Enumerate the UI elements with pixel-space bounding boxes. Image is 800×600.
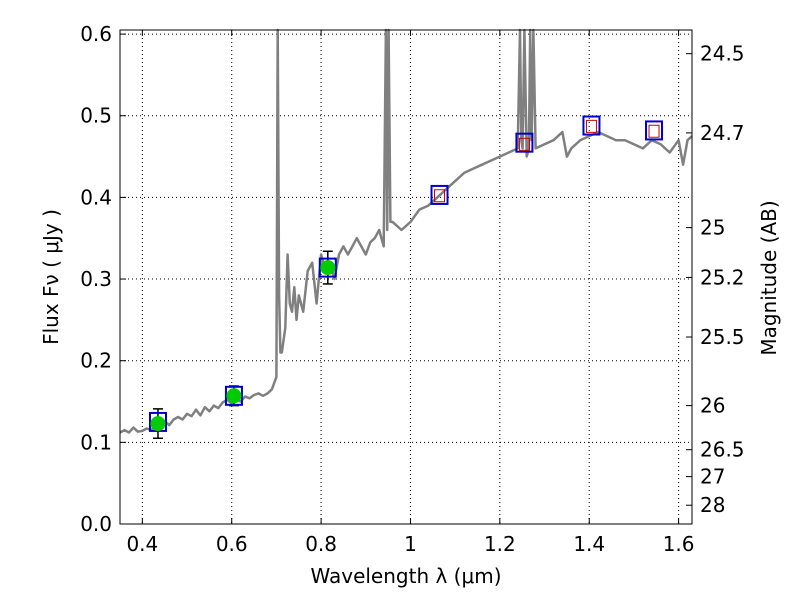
y-tick-label: 0.3: [80, 267, 112, 291]
grid-lines: [120, 30, 692, 525]
axis-ticks: 0.4 0.6 0.8 1 1.2 1.4 1.6 0.0 0.1 0.2 0.3 0.4 0.5 0.6…: [80, 22, 744, 556]
x-tick-label: 0.8: [305, 532, 337, 556]
right-tick-label: 26.5: [700, 438, 745, 462]
observed-point: [320, 260, 336, 276]
x-tick-label: 1: [404, 532, 417, 556]
right-axis-title: Magnitude (AB): [757, 200, 781, 355]
x-tick-label: 0.6: [216, 532, 248, 556]
model-band-square: [318, 257, 337, 278]
y-tick-label: 0.4: [80, 185, 112, 209]
model-band-square: [224, 385, 243, 406]
right-tick-label: 25.5: [700, 325, 745, 349]
upper-limit-square: [648, 124, 660, 138]
observed-point: [150, 416, 166, 432]
right-tick-label: 27: [700, 465, 725, 489]
x-tick-label: 1.6: [663, 532, 695, 556]
x-tick-label: 1.4: [573, 532, 605, 556]
y-tick-label: 0.0: [80, 512, 112, 536]
model-band-square: [515, 132, 534, 153]
spectrum-line: [119, 28, 693, 434]
x-axis-title: Wavelength λ (μm): [310, 564, 501, 588]
upper-limit-square: [518, 137, 530, 151]
right-tick-label: 25: [700, 216, 725, 240]
right-tick-label: 25.2: [700, 265, 745, 289]
y-tick-label: 0.2: [80, 349, 112, 373]
model-band-square: [582, 115, 601, 136]
right-tick-label: 24.7: [700, 121, 745, 145]
x-tick-label: 0.4: [126, 532, 158, 556]
x-tick-label: 1.2: [484, 532, 516, 556]
observed-point: [226, 388, 242, 404]
photometry-points: [148, 115, 664, 440]
upper-limit-square: [585, 119, 597, 133]
right-tick-label: 26: [700, 394, 725, 418]
plot-frame: [119, 29, 693, 525]
upper-limit-square: [434, 189, 446, 203]
y-axis-title: Flux Fν ( μJy ): [39, 209, 63, 345]
y-tick-label: 0.5: [80, 104, 112, 128]
spectrum-series: [119, 28, 693, 434]
right-tick-label: 28: [700, 493, 725, 517]
right-tick-label: 24.5: [700, 42, 745, 66]
model-band-square: [430, 184, 449, 205]
y-tick-label: 0.6: [80, 22, 112, 46]
y-tick-label: 0.1: [80, 430, 112, 454]
model-band-square: [645, 120, 664, 141]
